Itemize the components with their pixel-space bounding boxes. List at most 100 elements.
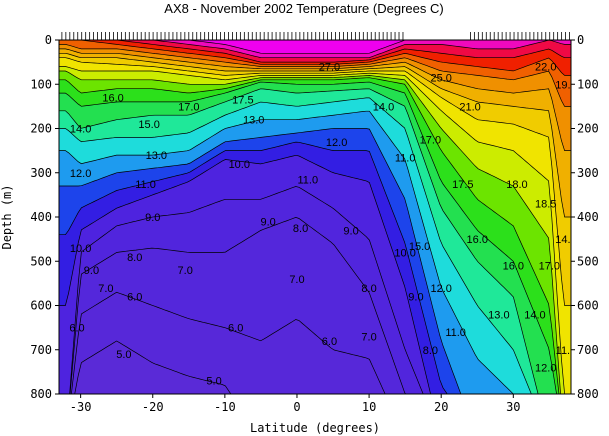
y-tick-label-right: 600 <box>577 299 599 313</box>
contour-label: 9.0 <box>145 212 160 224</box>
isotherm-25c <box>59 40 571 63</box>
contour-label: 10.0 <box>394 247 415 259</box>
isotherm-9c <box>69 186 424 394</box>
contour-label: 19.0 <box>555 79 576 91</box>
isotherm-27c <box>59 40 571 54</box>
x-tick-label: 10 <box>362 400 376 414</box>
x-tick-label: -10 <box>214 400 236 414</box>
x-tick-label: 30 <box>506 400 520 414</box>
contour-label: 14.0 <box>70 124 91 136</box>
contour-label: 12.0 <box>535 362 556 374</box>
contour-line-layer <box>59 40 571 394</box>
contour-label: 7.0 <box>178 265 193 277</box>
contour-label-layer: 27.0 25.0 22.0 21.0 19.0 16.0 17.0 17.5 15.0 14.0… <box>69 62 577 388</box>
contour-label: 18.5 <box>535 199 556 211</box>
contour-label: 7.0 <box>361 331 376 343</box>
contour-label: 17.0 <box>178 101 199 113</box>
y-tick-label-left: 0 <box>45 33 52 47</box>
y-tick-label-right: 300 <box>577 166 599 180</box>
isotherm-17c <box>59 77 560 394</box>
contour-label: 7.0 <box>289 274 304 286</box>
y-tick-label-left: 100 <box>30 77 52 91</box>
contour-label: 13.0 <box>243 115 264 127</box>
contour-label: 8.0 <box>127 252 142 264</box>
contour-label: 17.5 <box>452 179 473 191</box>
contour-label: 9.0 <box>84 265 99 277</box>
contour-label: 14.0 <box>524 309 545 321</box>
contour-label: 22.0 <box>535 62 556 74</box>
contour-label: 11.0 <box>556 345 577 357</box>
contour-label: 12.0 <box>430 283 451 295</box>
isotherm-12c <box>59 128 462 394</box>
y-tick-label-left: 300 <box>30 166 52 180</box>
contour-label: 7.0 <box>98 283 113 295</box>
contour-label: 16.0 <box>503 261 524 273</box>
isotherm-21c <box>59 52 571 218</box>
y-tick-label-left: 400 <box>30 210 52 224</box>
isotherm-8c <box>69 217 407 394</box>
isotherm-10c <box>59 154 431 394</box>
contour-label: 11.0 <box>135 179 156 191</box>
contour-label: 12.0 <box>326 137 347 149</box>
contour-label: 13.0 <box>488 309 509 321</box>
contour-label: 17.0 <box>420 135 441 147</box>
y-tick-label-right: 200 <box>577 122 599 136</box>
contour-label: 6.0 <box>322 336 337 348</box>
y-tick-label-left: 800 <box>30 387 52 401</box>
isotherm-23c <box>59 44 571 107</box>
contour-label: 16.0 <box>102 93 123 105</box>
contour-label: 8.0 <box>293 223 308 235</box>
isotherm-19c <box>59 66 571 394</box>
y-tick-label-right: 500 <box>577 254 599 268</box>
contour-label: 6.0 <box>228 323 243 335</box>
contour-label: 5.0 <box>206 376 221 388</box>
band-above-21c <box>59 40 571 217</box>
isotherm-22c <box>59 48 571 151</box>
x-tick-label: 0 <box>293 400 300 414</box>
isotherm-26c <box>59 40 571 59</box>
y-tick-label-right: 100 <box>577 77 599 91</box>
contour-label: 8.0 <box>361 283 376 295</box>
contour-label: 14.0 <box>555 234 576 246</box>
isotherm-15c <box>59 88 539 394</box>
isotherm-18c <box>59 70 561 394</box>
contour-label: 11.0 <box>445 327 466 339</box>
contour-label: 5.0 <box>116 349 131 361</box>
y-tick-label-right: 0 <box>577 33 584 47</box>
contour-label: 18.0 <box>506 179 527 191</box>
temperature-fill-layer <box>59 40 571 394</box>
chart-title: AX8 - November 2002 Temperature (Degrees… <box>164 1 443 16</box>
contour-label: 6.0 <box>69 323 84 335</box>
isotherm-16c <box>59 81 557 394</box>
isotherm-11c <box>59 141 448 394</box>
contour-label: 16.0 <box>467 234 488 246</box>
contour-label: 25.0 <box>430 73 451 85</box>
contour-label: 27.0 <box>319 62 340 74</box>
contour-label: 9.0 <box>260 216 275 228</box>
x-axis-label: Latitude (degrees) <box>250 421 380 435</box>
contour-label: 10.0 <box>229 159 250 171</box>
x-tick-label: -30 <box>70 400 92 414</box>
contour-label: 9.0 <box>343 225 358 237</box>
isotherm-20c <box>59 57 571 306</box>
y-tick-label-right: 800 <box>577 387 599 401</box>
contour-label: 17.0 <box>539 261 560 273</box>
x-tick-label: -20 <box>142 400 164 414</box>
y-tick-label-left: 200 <box>30 122 52 136</box>
x-tick-label: 20 <box>434 400 448 414</box>
isotherm-6c <box>74 340 232 394</box>
isotherm-13c <box>59 110 514 394</box>
contour-label: 17.5 <box>232 95 253 107</box>
y-tick-label-left: 500 <box>30 254 52 268</box>
contour-label: 13.0 <box>146 150 167 162</box>
y-tick-label-left: 700 <box>30 343 52 357</box>
y-tick-label-left: 600 <box>30 299 52 313</box>
contour-label: 8.0 <box>423 345 438 357</box>
band-above-27c <box>59 40 571 54</box>
isotherm-14c <box>59 97 532 394</box>
isotherm-7c <box>71 291 386 394</box>
band-above-18c <box>59 40 571 394</box>
isotherm-24c <box>59 40 571 76</box>
contour-label: 15.0 <box>409 241 430 253</box>
